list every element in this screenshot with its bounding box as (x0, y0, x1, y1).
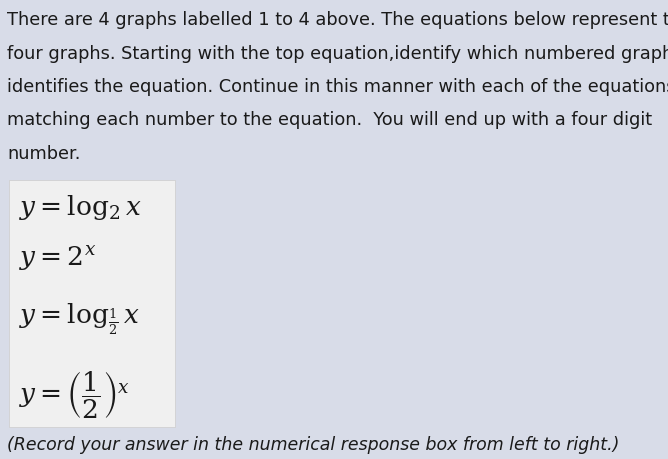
Text: number.: number. (7, 145, 80, 163)
Text: There are 4 graphs labelled 1 to 4 above. The equations below represent these: There are 4 graphs labelled 1 to 4 above… (7, 11, 668, 29)
Text: matching each number to the equation.  You will end up with a four digit: matching each number to the equation. Yo… (7, 112, 652, 129)
FancyBboxPatch shape (9, 180, 176, 427)
Text: $y = \log_2 x$: $y = \log_2 x$ (19, 193, 141, 223)
Text: four graphs. Starting with the top equation,identify which numbered graph best: four graphs. Starting with the top equat… (7, 45, 668, 63)
Text: (Record your answer in the numerical response box from left to right.): (Record your answer in the numerical res… (7, 437, 619, 454)
Text: identifies the equation. Continue in this manner with each of the equations,: identifies the equation. Continue in thi… (7, 78, 668, 96)
Text: $y = 2^x$: $y = 2^x$ (19, 244, 96, 273)
Text: $y = \log_{\frac{1}{2}} x$: $y = \log_{\frac{1}{2}} x$ (19, 302, 140, 337)
Text: $y = \left(\dfrac{1}{2}\right)^x$: $y = \left(\dfrac{1}{2}\right)^x$ (19, 369, 130, 421)
